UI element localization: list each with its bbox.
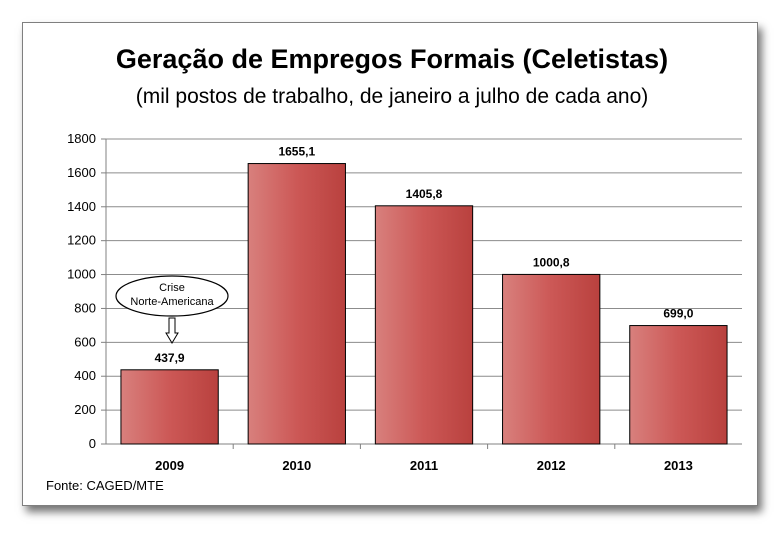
- bar-2010: [247, 163, 346, 445]
- x-tick-label-2011: 2011: [410, 458, 438, 473]
- chart-title: Geração de Empregos Formais (Celetistas): [115, 44, 669, 74]
- data-label-2011: 1405,8: [406, 187, 443, 201]
- x-tick-label-2013: 2013: [664, 458, 693, 473]
- data-label-2010: 1655,1: [278, 145, 315, 159]
- y-tick-label: 1600: [67, 165, 96, 180]
- annotation-text-line1: Crise: [159, 282, 185, 294]
- y-tick-label: 1000: [67, 267, 96, 282]
- y-tick-label: 0: [89, 436, 96, 451]
- data-label-2012: 1000,8: [533, 255, 570, 269]
- bar-2012: [502, 273, 601, 445]
- annotation-ellipse: [115, 275, 229, 317]
- chart-subtitle: (mil postos de trabalho, de janeiro a ju…: [135, 85, 649, 108]
- y-tick-label: 600: [74, 334, 96, 349]
- x-tick-label-2010: 2010: [282, 458, 311, 473]
- bars: [120, 163, 728, 445]
- y-tick-label: 1800: [67, 131, 96, 146]
- labels: 0 200 400 600 800 1000 1200 1400 1600 1800 437,9 20…: [67, 131, 694, 473]
- bar-2009: [120, 369, 219, 445]
- bar-2013: [629, 325, 728, 445]
- y-tick-label: 400: [74, 368, 96, 383]
- data-label-2009: 437,9: [155, 351, 185, 365]
- x-tick-label-2009: 2009: [155, 458, 184, 473]
- annotation-callout: Crise Norte-Americana: [115, 275, 229, 344]
- y-tick-label: 800: [74, 300, 96, 315]
- annotation-text-line2: Norte-Americana: [130, 296, 214, 308]
- source-note: Fonte: CAGED/MTE: [46, 478, 164, 493]
- bar-2011: [374, 205, 474, 445]
- x-tick-label-2012: 2012: [537, 458, 566, 473]
- y-tick-label: 1400: [67, 199, 96, 214]
- annotation-arrow-icon: [165, 317, 179, 344]
- y-tick-label: 200: [74, 402, 96, 417]
- data-label-2013: 699,0: [663, 307, 693, 321]
- y-tick-label: 1200: [67, 233, 96, 248]
